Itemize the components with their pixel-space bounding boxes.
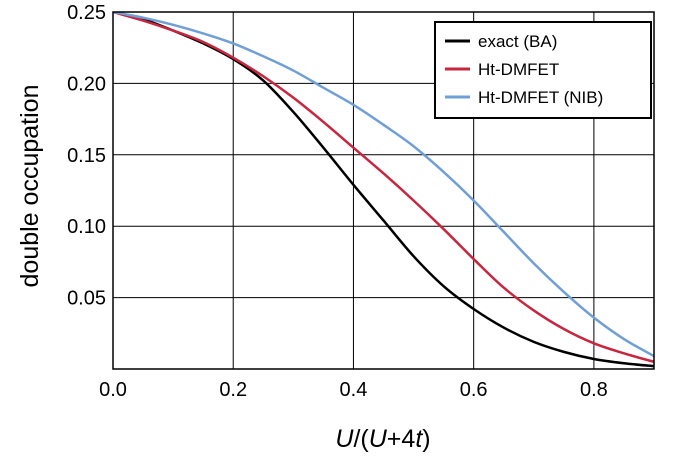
y-tick-label: 0.05 <box>67 288 106 310</box>
x-label-part: +4 <box>387 425 416 453</box>
series-line <box>113 12 654 368</box>
y-tick-label: 0.20 <box>67 73 106 95</box>
y-tick-labels: 0.05 0.10 0.15 0.20 0.25 <box>67 2 106 310</box>
legend-entry: Ht-DMFET (NIB) <box>478 88 603 107</box>
x-tick-label: 0.8 <box>580 379 608 401</box>
y-tick-label: 0.25 <box>67 2 106 24</box>
series-line <box>113 12 654 358</box>
x-label-part: U <box>369 425 388 453</box>
series-group <box>113 12 654 368</box>
x-tick-labels: 0.0 0.2 0.4 0.6 0.8 <box>99 379 608 401</box>
legend-box <box>434 21 652 119</box>
y-tick-label: 0.10 <box>67 216 106 238</box>
x-tick-label: 0.0 <box>99 379 127 401</box>
legend-entry: exact (BA) <box>478 32 557 51</box>
x-axis-label: U/(U+4t) <box>335 425 430 453</box>
legend: exact (BA) Ht-DMFET Ht-DMFET (NIB) <box>434 21 652 119</box>
x-label-part: ) <box>422 425 430 453</box>
series-line <box>113 12 654 364</box>
legend-entry: Ht-DMFET <box>478 60 559 79</box>
x-tick-label: 0.4 <box>340 379 368 401</box>
y-tick-label: 0.15 <box>67 145 106 167</box>
y-axis-label: double occupation <box>16 85 44 288</box>
x-tick-label: 0.2 <box>219 379 247 401</box>
x-tick-label: 0.6 <box>460 379 488 401</box>
plot-frame <box>112 11 655 370</box>
x-label-part: t <box>415 425 423 453</box>
x-label-part: U <box>335 425 354 453</box>
x-label-part: /( <box>353 425 369 453</box>
